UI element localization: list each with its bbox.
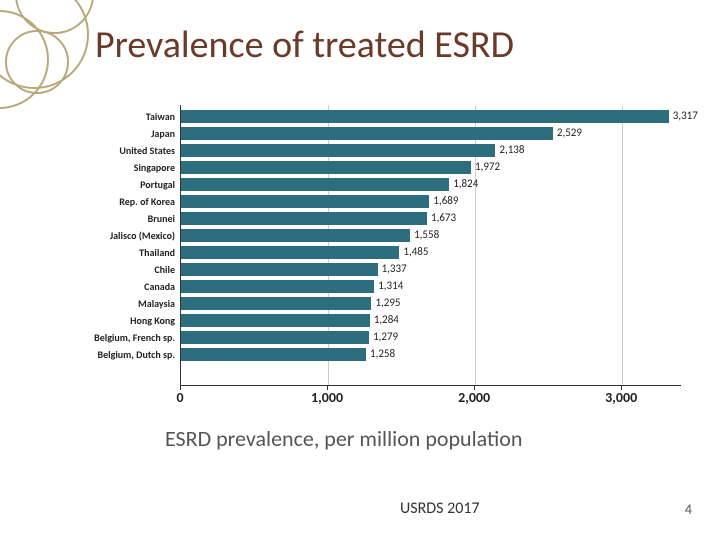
bar-value-label: 1,314 — [378, 279, 403, 292]
bar — [181, 127, 553, 140]
bar — [181, 144, 495, 157]
category-label: Portugal — [60, 178, 175, 191]
bar-value-label: 1,258 — [370, 347, 395, 360]
bar — [181, 195, 429, 208]
category-label: Taiwan — [60, 110, 175, 123]
bar — [181, 348, 366, 361]
bar — [181, 263, 378, 276]
category-label: Canada — [60, 280, 175, 293]
source-label: USRDS 2017 — [400, 499, 480, 518]
x-tick-label: 3,000 — [605, 389, 637, 406]
x-axis-title: ESRD prevalence, per million population — [165, 425, 522, 452]
bar-value-label: 2,138 — [499, 143, 524, 156]
bar — [181, 297, 371, 310]
bar — [181, 331, 369, 344]
bar-value-label: 1,485 — [403, 245, 428, 258]
category-label: Hong Kong — [60, 314, 175, 327]
category-label: Malaysia — [60, 297, 175, 310]
bar — [181, 280, 374, 293]
category-label: Jalisco (Mexico) — [60, 229, 175, 242]
slide-title: Prevalence of treated ESRD — [95, 22, 514, 68]
gridline — [622, 105, 623, 385]
bar-value-label: 1,295 — [375, 296, 400, 309]
category-label: Japan — [60, 127, 175, 140]
category-label: Thailand — [60, 246, 175, 259]
bar — [181, 314, 370, 327]
category-label: Chile — [60, 263, 175, 276]
category-label: United States — [60, 144, 175, 157]
x-tick-label: 0 — [176, 389, 183, 406]
bar-value-label: 1,972 — [475, 160, 500, 173]
category-label: Brunei — [60, 212, 175, 225]
bar-value-label: 1,337 — [382, 262, 407, 275]
bar-value-label: 1,824 — [453, 177, 478, 190]
bar — [181, 161, 471, 174]
bar-value-label: 1,673 — [431, 211, 456, 224]
bar — [181, 110, 669, 123]
bar-value-label: 1,284 — [374, 313, 399, 326]
bar — [181, 212, 427, 225]
deco-circle — [5, 30, 69, 94]
chart-area: 3,3172,5292,1381,9721,8241,6891,6731,558… — [60, 105, 680, 415]
bar — [181, 246, 399, 259]
bar — [181, 229, 410, 242]
bar-value-label: 1,279 — [373, 330, 398, 343]
category-label: Belgium, French sp. — [60, 331, 175, 344]
x-tick-label: 2,000 — [458, 389, 490, 406]
category-label: Singapore — [60, 161, 175, 174]
chart-plot: 3,3172,5292,1381,9721,8241,6891,6731,558… — [180, 105, 681, 386]
bar-value-label: 2,529 — [557, 126, 582, 139]
category-label: Belgium, Dutch sp. — [60, 348, 175, 361]
bar-value-label: 3,317 — [673, 109, 698, 122]
x-tick-label: 1,000 — [311, 389, 343, 406]
bar — [181, 178, 449, 191]
bar-value-label: 1,689 — [433, 194, 458, 207]
bar-value-label: 1,558 — [414, 228, 439, 241]
page-number: 4 — [685, 501, 692, 518]
category-label: Rep. of Korea — [60, 195, 175, 208]
